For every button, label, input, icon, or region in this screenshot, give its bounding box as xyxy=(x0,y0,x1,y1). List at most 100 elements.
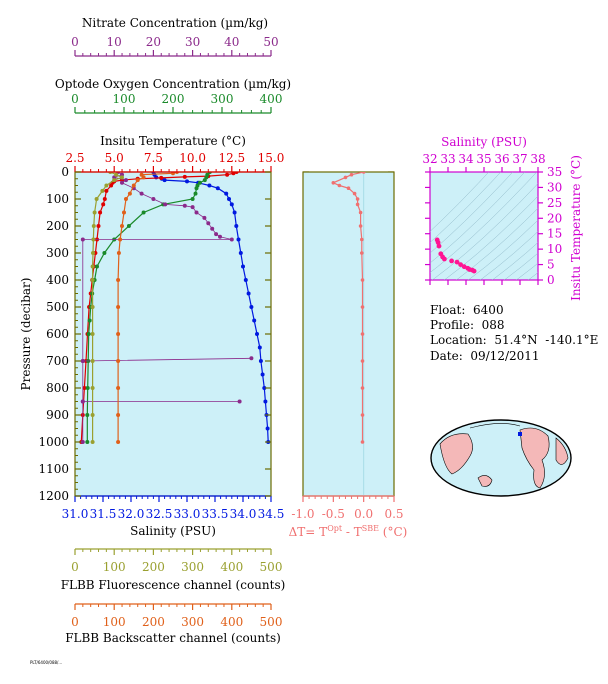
pressure-tick-label: 400 xyxy=(46,273,69,287)
pressure-tick-label: 700 xyxy=(46,354,69,368)
pressure-tick-label: 1100 xyxy=(38,462,69,476)
oxygen-profile-point xyxy=(85,386,90,390)
delta-t-point xyxy=(360,278,365,282)
salinity-profile-point xyxy=(224,191,229,196)
ts-temperature-tick-label: 30 xyxy=(547,180,562,194)
ts-point xyxy=(458,262,463,267)
backscatter-profile-point xyxy=(116,278,121,282)
ts-salinity-title: Salinity (PSU) xyxy=(441,135,527,149)
salinity-profile-point xyxy=(207,183,212,188)
backscatter-profile-point xyxy=(116,386,121,390)
fluorescence-profile-point xyxy=(90,332,95,336)
ax-fl-tick-label: 500 xyxy=(260,560,283,574)
salinity-profile-point xyxy=(185,179,189,184)
nitrate-profile-point xyxy=(120,180,124,185)
ts-salinity-tick-label: 35 xyxy=(476,152,491,166)
profile-id: Profile: 088 xyxy=(430,318,505,333)
fluorescence-profile-point xyxy=(112,178,117,183)
ax-sal-tick-label: 33.5 xyxy=(202,507,229,521)
profile-panel-background xyxy=(74,171,272,497)
ax-temp-tick-label: 7.5 xyxy=(144,151,163,165)
delta-t-point xyxy=(331,181,336,185)
ts-point xyxy=(435,240,441,245)
nitrate-profile-point xyxy=(190,205,195,210)
nitrate-profile-point xyxy=(80,237,85,242)
ax-nitrate-tick-label: 20 xyxy=(146,35,161,49)
oxygen-axis-title: Optode Oxygen Concentration (µm/kg) xyxy=(55,77,291,91)
fluorescence-profile-point xyxy=(90,359,95,363)
delta-t-title-sup1: Opt xyxy=(327,524,343,533)
salinity-profile-point xyxy=(162,178,167,183)
ax-sal-tick-label: 34.0 xyxy=(230,507,257,521)
pressure-tick-label: 500 xyxy=(46,300,69,314)
oxygen-profile-point xyxy=(86,332,91,336)
delta-t-title-mid: - T xyxy=(342,525,362,539)
ts-density-contour xyxy=(515,262,538,280)
backscatter-axis: 0 100 200 300 400 500 FLBB Backscatter channe… xyxy=(65,603,282,645)
salinity-profile-point xyxy=(154,175,159,180)
ax-bb-tick-label: 0 xyxy=(71,615,79,629)
float-info: Float: 6400 Profile: 088 Location: 51.4°… xyxy=(430,303,598,364)
fluorescence-profile-point xyxy=(92,210,97,215)
salinity-profile-point xyxy=(249,305,254,309)
salinity-profile-point xyxy=(229,202,234,207)
pressure-tick-label: 600 xyxy=(46,327,69,341)
fluorescence-profile-point xyxy=(90,413,95,417)
fluorescence-profile-point xyxy=(90,305,95,309)
nitrate-profile-point xyxy=(237,399,242,404)
ax-oxygen-tick-label: 400 xyxy=(260,92,283,106)
salinity-profile-point xyxy=(241,264,245,269)
oxygen-profile-point xyxy=(141,210,146,215)
nitrate-profile-point xyxy=(210,226,215,231)
temperature-profile-point xyxy=(231,172,236,176)
ax-dt-tick-label: -0.5 xyxy=(322,507,345,521)
nitrate-profile-point xyxy=(194,210,199,215)
temperature-profile-point xyxy=(82,386,87,390)
delta-t-point xyxy=(358,224,363,228)
world-map-land-asia-australia xyxy=(439,433,473,475)
delta-t-axis-title: ΔT= TOpt - TSBE (°C) xyxy=(289,524,408,539)
temperature-axis-title: Insitu Temperature (°C) xyxy=(100,134,246,148)
ts-point xyxy=(449,258,454,264)
salinity-profile-point xyxy=(258,359,263,363)
delta-t-panel: -1.0 -0.5 0.0 0.5 ΔT= TOpt - TSBE (°C) xyxy=(289,171,408,539)
ts-temperature-tick-label: 25 xyxy=(547,196,562,210)
backscatter-profile-point xyxy=(116,305,121,309)
ts-density-contour xyxy=(467,219,538,280)
ax-oxygen-tick-label: 200 xyxy=(162,92,185,106)
temperature-profile-point xyxy=(225,172,230,177)
fluorescence-profile-point xyxy=(94,197,99,201)
ts-panel: Salinity (PSU) 32 33 34 35 36 37 3805101520253… xyxy=(422,135,583,301)
world-map-land-americas xyxy=(519,427,550,489)
float-location-marker xyxy=(518,432,522,436)
salinity-profile-point xyxy=(257,345,262,350)
ax-sal-tick-label: 31.5 xyxy=(90,507,117,521)
nitrate-profile-point xyxy=(249,356,254,361)
ax-nitrate-tick-label: 50 xyxy=(263,35,278,49)
nitrate-profile-point xyxy=(218,234,222,239)
salinity-profile-point xyxy=(262,386,267,390)
pressure-tick-label: 900 xyxy=(46,408,69,422)
delta-t-point xyxy=(349,172,354,177)
backscatter-axis-title: FLBB Backscatter channel (counts) xyxy=(65,631,281,645)
ax-temp-tick-label: 10.0 xyxy=(179,151,206,165)
ax-sal-tick-label: 34.5 xyxy=(258,507,285,521)
fluorescence-profile-point xyxy=(120,175,124,180)
delta-t-point xyxy=(360,305,365,309)
backscatter-profile-point xyxy=(118,237,123,242)
backscatter-profile-point xyxy=(116,440,121,444)
ax-dt-tick-label: 0.0 xyxy=(354,507,373,521)
delta-t-point xyxy=(361,172,366,174)
ts-point xyxy=(440,254,445,260)
world-map-land-oceania xyxy=(477,475,493,487)
oxygen-profile-point xyxy=(85,440,90,444)
ts-density-contour xyxy=(430,172,526,264)
ts-salinity-tick-label: 33 xyxy=(440,152,455,166)
ax-oxygen-tick-label: 300 xyxy=(211,92,234,106)
nitrate-profile-point xyxy=(163,202,168,207)
backscatter-profile-point xyxy=(131,183,136,188)
salinity-profile-point xyxy=(246,291,251,296)
fluorescence-profile-point xyxy=(100,188,105,193)
temperature-profile-point xyxy=(109,183,114,188)
